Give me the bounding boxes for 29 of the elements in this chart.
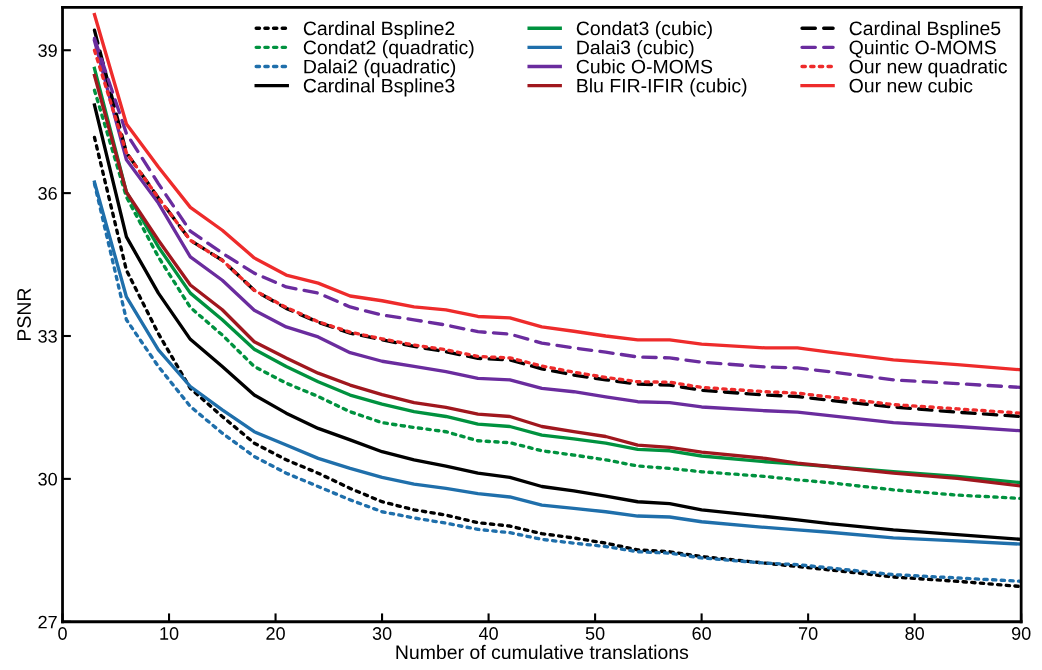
x-tick-label: 50: [585, 627, 605, 640]
legend-label: Cubic O-MOMS: [576, 59, 713, 74]
x-tick-label: 60: [692, 627, 711, 640]
x-tick-label: 0: [58, 627, 67, 640]
y-tick-label: 27: [38, 615, 57, 629]
legend-label: Our new cubic: [849, 78, 973, 93]
legend-label: Cardinal Bspline5: [849, 20, 1001, 40]
legend-label: Our new quadratic: [849, 59, 1008, 78]
legend-label: Quintic O-MOMS: [849, 40, 996, 58]
legend-label: Blu FIR-IFIR (cubic): [577, 78, 747, 97]
legend-label: Cardinal Bspline2: [303, 20, 455, 40]
y-tick-label: 30: [38, 472, 57, 486]
x-tick-label: 40: [478, 627, 498, 640]
x-tick-label: 70: [799, 627, 818, 640]
x-tick-label: 20: [266, 627, 285, 640]
legend-label: Dalai2 (quadratic): [304, 59, 456, 78]
legend-label: Condat2 (quadratic): [303, 40, 474, 59]
y-tick-label: 33: [38, 329, 57, 343]
legend-label: Cardinal Bspline3: [303, 78, 455, 97]
legend-label: Dalai3 (cubic): [577, 40, 694, 59]
x-tick-label: 10: [160, 627, 179, 640]
legend-label: Condat3 (cubic): [576, 20, 712, 40]
y-axis-title: PSNR: [17, 288, 31, 340]
y-tick-label: 39: [38, 44, 57, 57]
x-tick-label: 80: [905, 627, 924, 640]
x-axis-title: Number of cumulative translations: [396, 644, 689, 660]
y-tick-label: 36: [38, 187, 57, 200]
x-tick-label: 90: [1011, 627, 1031, 640]
x-tick-label: 30: [372, 627, 392, 640]
